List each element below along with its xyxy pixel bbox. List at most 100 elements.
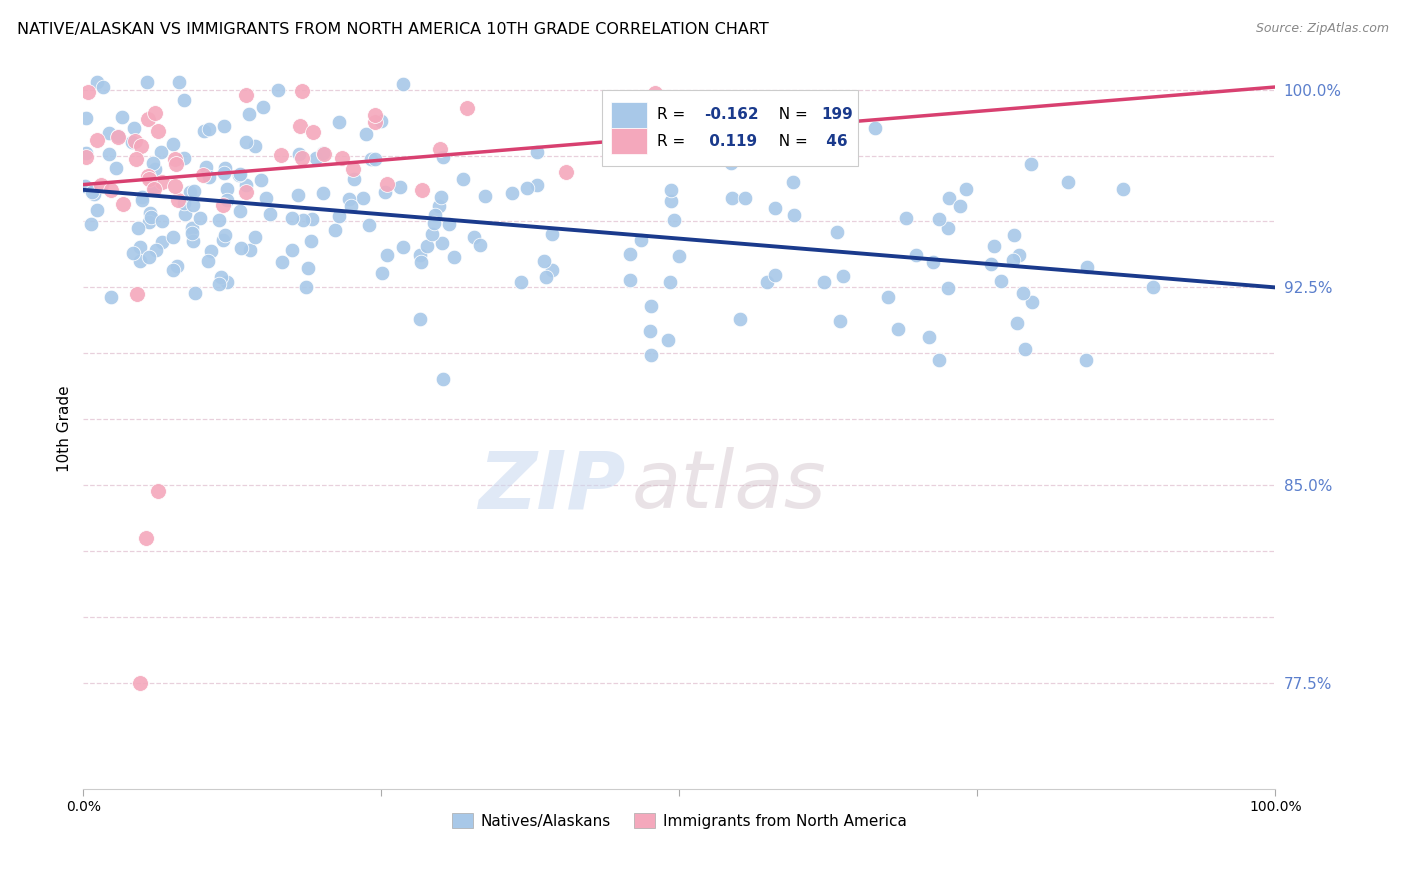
Point — [328, 115, 350, 129]
Point — [388, 179, 411, 194]
Point — [214, 119, 236, 133]
Text: N =: N = — [769, 107, 813, 122]
Point — [990, 274, 1012, 288]
Point — [135, 531, 157, 545]
Point — [142, 156, 165, 170]
Point — [86, 75, 108, 89]
Point — [638, 324, 661, 338]
Point — [188, 211, 211, 226]
Point — [229, 167, 252, 181]
Point — [291, 84, 314, 98]
Point — [657, 333, 679, 347]
Point — [314, 147, 336, 161]
Point — [211, 233, 233, 247]
Point — [235, 135, 257, 149]
Point — [357, 218, 380, 232]
Point — [91, 80, 114, 95]
Point — [896, 211, 918, 225]
Point — [640, 348, 662, 362]
Text: 0.119: 0.119 — [704, 134, 758, 149]
Point — [312, 186, 335, 200]
Point — [416, 239, 439, 253]
Point — [136, 75, 159, 89]
Point — [77, 85, 100, 99]
Point — [75, 146, 97, 161]
Point — [145, 243, 167, 257]
Point — [125, 286, 148, 301]
Point — [536, 269, 558, 284]
Point — [918, 330, 941, 344]
Point — [364, 114, 387, 128]
Point — [1007, 248, 1029, 262]
Point — [825, 225, 848, 239]
Point — [1002, 253, 1025, 268]
Point — [143, 106, 166, 120]
Point — [181, 220, 204, 235]
Text: Source: ZipAtlas.com: Source: ZipAtlas.com — [1256, 22, 1389, 36]
Point — [1005, 317, 1028, 331]
Point — [337, 193, 360, 207]
Point — [409, 312, 432, 326]
Point — [922, 255, 945, 269]
Point — [215, 275, 238, 289]
Point — [1076, 353, 1098, 368]
Point — [928, 211, 950, 226]
Point — [121, 245, 143, 260]
Point — [215, 193, 238, 207]
Point — [831, 269, 853, 284]
Point — [173, 195, 195, 210]
Point — [173, 152, 195, 166]
Y-axis label: 10th Grade: 10th Grade — [58, 385, 72, 472]
Point — [409, 248, 432, 262]
Point — [374, 185, 396, 199]
Point — [183, 184, 205, 198]
Point — [198, 121, 221, 136]
Point — [105, 161, 128, 175]
Point — [626, 128, 648, 143]
Point — [208, 212, 231, 227]
Point — [540, 263, 562, 277]
Point — [179, 185, 201, 199]
Point — [644, 86, 666, 100]
Point — [163, 179, 186, 194]
Point — [474, 189, 496, 203]
Point — [292, 213, 315, 227]
Point — [288, 119, 311, 133]
Point — [75, 150, 97, 164]
Point — [138, 172, 160, 186]
Point — [756, 275, 779, 289]
Point — [281, 244, 304, 258]
Point — [763, 268, 786, 282]
Point — [391, 77, 413, 91]
Point — [100, 290, 122, 304]
Point — [370, 267, 392, 281]
Point — [235, 178, 257, 193]
Point — [305, 151, 328, 165]
Point — [430, 235, 453, 250]
FancyBboxPatch shape — [602, 90, 858, 166]
Point — [352, 191, 374, 205]
Text: 199: 199 — [821, 107, 853, 122]
Point — [619, 273, 641, 287]
Point — [955, 182, 977, 196]
Point — [98, 146, 121, 161]
Point — [302, 125, 325, 139]
Point — [411, 183, 433, 197]
Point — [270, 148, 292, 162]
Point — [197, 254, 219, 268]
Point — [75, 112, 97, 126]
Point — [295, 280, 318, 294]
Point — [340, 199, 363, 213]
Text: 46: 46 — [821, 134, 848, 149]
Point — [131, 190, 153, 204]
Point — [640, 299, 662, 313]
Point — [173, 93, 195, 107]
Point — [235, 185, 257, 199]
Point — [342, 162, 364, 177]
Point — [1057, 175, 1080, 189]
Point — [501, 186, 523, 201]
Point — [214, 227, 236, 242]
Point — [526, 145, 548, 160]
Point — [936, 281, 959, 295]
Point — [887, 322, 910, 336]
